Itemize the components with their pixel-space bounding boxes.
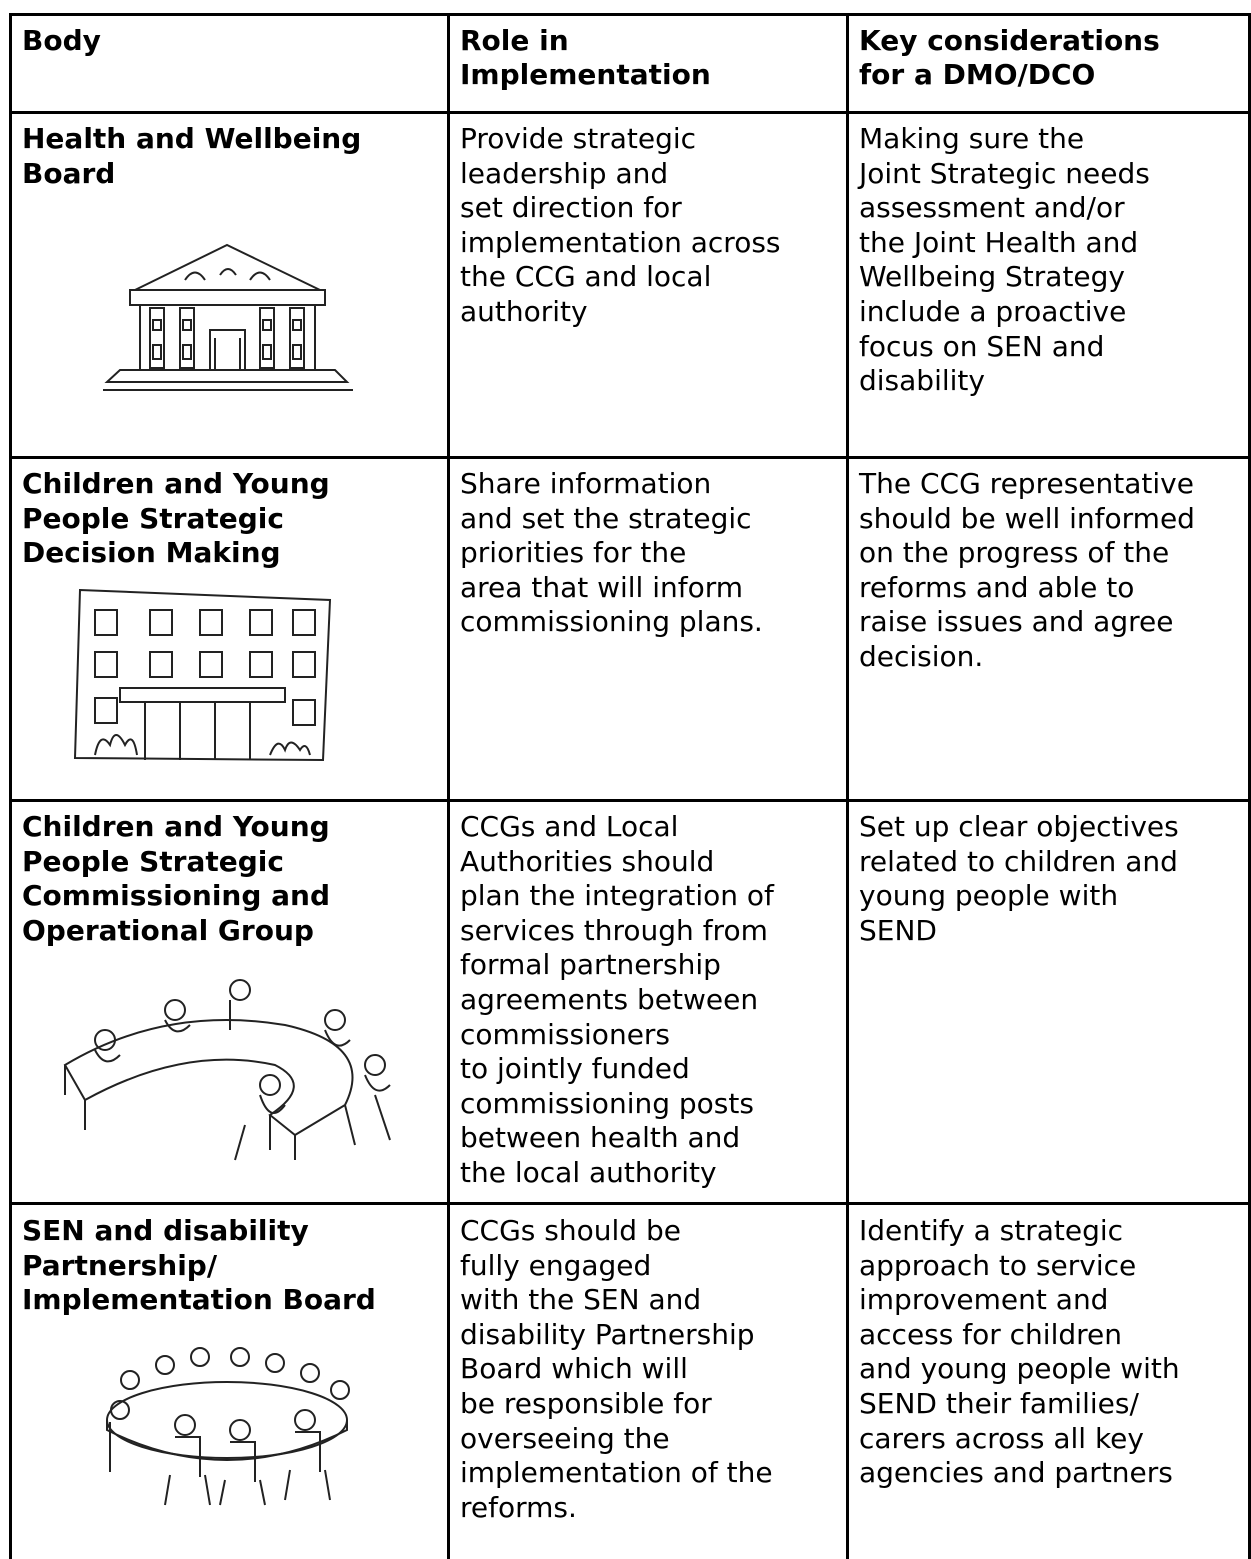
table-cell-text: carers across all key	[859, 1421, 1144, 1455]
table-cell-text: Board which will	[460, 1352, 688, 1386]
table-cell-text: Share information	[460, 467, 712, 500]
table-cell-text: Wellbeing Strategy	[859, 260, 1125, 294]
table-cell-text: plan the integration of	[460, 879, 774, 913]
table-cell-text: The CCG representative	[859, 467, 1194, 500]
table-cell-text: SEND their families/	[859, 1387, 1139, 1420]
table-cell-text: CCGs should be	[460, 1214, 681, 1247]
table-cell-text: overseeing the	[460, 1421, 670, 1455]
table-cell-text: with the SEN and	[460, 1283, 702, 1317]
table-cell-text: agencies and partners	[859, 1456, 1173, 1490]
table-cell-text: authority	[460, 295, 588, 328]
table-cell-text: commissioning posts	[460, 1086, 754, 1120]
table-cell-text: Provide strategic	[460, 122, 697, 155]
table-cell-text: related to children and	[859, 844, 1178, 878]
table-cell-text: area that will inform	[460, 570, 744, 604]
table-cell-text: Health and Wellbeing	[22, 122, 362, 155]
office-building-illustration	[73, 588, 332, 762]
table-cell-text: agreements between	[460, 983, 759, 1016]
table-cell-text: Implementation	[460, 58, 711, 91]
table-border	[447, 13, 450, 1559]
table-cell-text: for a DMO/DCO	[859, 58, 1096, 91]
table-cell-text: implementation across	[460, 225, 781, 259]
table-cell-text: commissioners	[460, 1017, 671, 1051]
table-cell-text: implementation of the	[460, 1456, 773, 1490]
table-cell-text: Authorities should	[460, 844, 715, 878]
table-cell-text: Commissioning and	[22, 879, 331, 913]
table-cell-text: on the progress of the	[859, 536, 1170, 570]
table-cell-text: access for children	[859, 1317, 1122, 1351]
table-border	[9, 1202, 1251, 1205]
table-cell-text: the Joint Health and	[859, 225, 1139, 259]
table-cell-text: SEN and disability	[22, 1214, 309, 1247]
table-cell-text: disability Partnership	[460, 1317, 755, 1351]
table-cell-text: Children and Young	[22, 467, 330, 500]
table-border	[9, 111, 1251, 114]
table-cell-text: approach to service	[859, 1248, 1137, 1282]
table-cell-text: priorities for the	[460, 536, 687, 570]
table-cell-text: Partnership/	[22, 1248, 218, 1282]
table-cell-text: young people with	[859, 879, 1119, 913]
table-cell-text: People Strategic	[22, 844, 284, 878]
table-cell-text: fully engaged	[460, 1248, 652, 1282]
table-cell-text: the local authority	[460, 1156, 717, 1189]
table-cell-text: Operational Group	[22, 913, 314, 947]
table-cell-text: should be well informed	[859, 501, 1195, 535]
table-cell-text: Making sure the	[859, 122, 1085, 155]
table-cell-text: People Strategic	[22, 501, 284, 535]
table-cell-text: include a proactive	[859, 295, 1127, 328]
table-border	[9, 456, 1251, 459]
table-cell-text: Role in	[460, 24, 569, 57]
table-cell-text: improvement and	[859, 1283, 1109, 1317]
table-cell-text: reforms.	[460, 1490, 577, 1524]
table-cell-text: to jointly funded	[460, 1052, 690, 1086]
table-cell-text: Body	[22, 24, 101, 57]
table-cell-text: between health and	[460, 1121, 741, 1155]
table-cell-text: Key considerations	[859, 24, 1160, 57]
table-border	[846, 13, 849, 1559]
table-cell-text: commissioning plans.	[460, 605, 763, 639]
table-cell-text: assessment and/or	[859, 191, 1125, 225]
table-border	[1248, 13, 1251, 1559]
meeting-illustration	[63, 979, 391, 1161]
round-table-illustration	[106, 1347, 350, 1506]
table-border	[9, 13, 1251, 16]
table-cell-text: be responsible for	[460, 1387, 712, 1420]
table-cell-text: Identify a strategic	[859, 1214, 1124, 1247]
table-border	[9, 799, 1251, 802]
table-cell-text: set direction for	[460, 191, 682, 225]
town-hall-illustration	[103, 243, 353, 391]
table-cell-text: SEND	[859, 913, 937, 947]
table-cell-text: and young people with	[859, 1352, 1180, 1386]
table-cell-text: Joint Strategic needs	[859, 156, 1150, 190]
table-cell-text: formal partnership	[460, 948, 721, 982]
table-cell-text: raise issues and agree	[859, 605, 1174, 639]
table-cell-text: services through from	[460, 913, 768, 947]
table-cell-text: Decision Making	[22, 536, 281, 570]
table-cell-text: focus on SEN and	[859, 329, 1105, 363]
table-cell-text: Set up clear objectives	[859, 810, 1179, 843]
table-border	[9, 13, 12, 1559]
table-cell-text: and set the strategic	[460, 501, 752, 535]
table-cell-text: Implementation Board	[22, 1283, 376, 1317]
table-cell-text: leadership and	[460, 156, 669, 190]
table-cell-text: reforms and able to	[859, 570, 1135, 604]
table-cell-text: disability	[859, 364, 985, 398]
table-cell-text: CCGs and Local	[460, 810, 679, 843]
table-cell-text: the CCG and local	[460, 260, 712, 294]
table-cell-text: decision.	[859, 640, 984, 673]
table-cell-text: Children and Young	[22, 810, 330, 843]
table-cell-text: Board	[22, 156, 116, 190]
